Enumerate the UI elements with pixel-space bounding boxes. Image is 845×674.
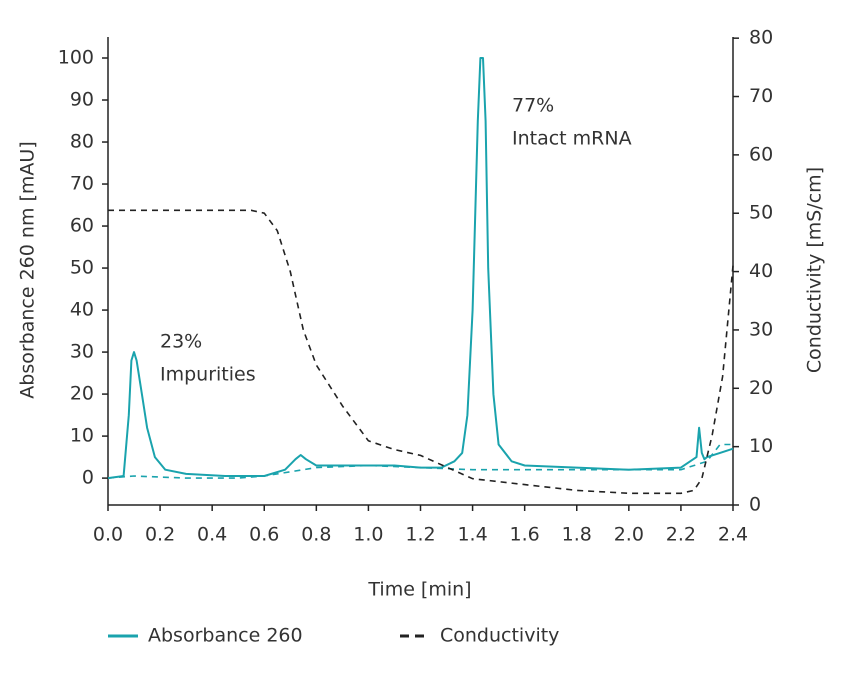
legend-label: Absorbance 260 <box>148 625 303 647</box>
x-tick-label: 0.4 <box>197 524 227 546</box>
y-tick-label: 60 <box>70 215 94 237</box>
x-tick-label: 1.6 <box>510 524 540 546</box>
y2-tick-label: 30 <box>749 318 773 340</box>
y2-tick-label: 10 <box>749 435 773 457</box>
y-axis-label: Absorbance 260 nm [mAU] <box>17 141 39 398</box>
annotation: Intact mRNA <box>512 128 632 150</box>
y2-tick-label: 50 <box>749 202 773 224</box>
x-tick-label: 0.2 <box>145 524 175 546</box>
x-tick-label: 1.8 <box>562 524 592 546</box>
y-tick-label: 20 <box>70 383 94 405</box>
x-tick-label: 2.2 <box>666 524 696 546</box>
x-tick-label: 1.4 <box>457 524 487 546</box>
x-tick-label: 1.0 <box>353 524 383 546</box>
series-line <box>108 209 734 495</box>
y2-tick-label: 80 <box>749 27 773 49</box>
annotation: Impurities <box>160 364 256 386</box>
x-tick-label: 0.6 <box>249 524 279 546</box>
y-tick-label: 90 <box>70 89 94 111</box>
x-tick-label: 0.8 <box>301 524 331 546</box>
y-tick-label: 0 <box>82 467 94 489</box>
series-line <box>107 57 734 480</box>
annotation: 77% <box>512 95 554 117</box>
legend-label: Conductivity <box>440 625 559 647</box>
y2-tick-label: 60 <box>749 143 773 165</box>
y-tick-label: 10 <box>70 425 94 447</box>
x-tick-label: 2.4 <box>718 524 748 546</box>
y2-axis-label: Conductivity [mS/cm] <box>804 167 826 373</box>
x-tick-label: 0.0 <box>93 524 123 546</box>
y-tick-label: 40 <box>70 299 94 321</box>
y-tick-label: 100 <box>58 47 94 69</box>
y2-tick-label: 0 <box>749 494 761 516</box>
x-tick-label: 2.0 <box>614 524 644 546</box>
y-tick-label: 80 <box>70 131 94 153</box>
annotation: 23% <box>160 331 202 353</box>
y2-tick-label: 40 <box>749 260 773 282</box>
x-tick-label: 1.2 <box>405 524 435 546</box>
y-tick-label: 30 <box>70 341 94 363</box>
y-tick-label: 70 <box>70 173 94 195</box>
x-axis-label: Time [min] <box>367 579 471 601</box>
y2-tick-label: 70 <box>749 85 773 107</box>
y-tick-label: 50 <box>70 257 94 279</box>
series-line <box>107 443 733 479</box>
y2-tick-label: 20 <box>749 377 773 399</box>
